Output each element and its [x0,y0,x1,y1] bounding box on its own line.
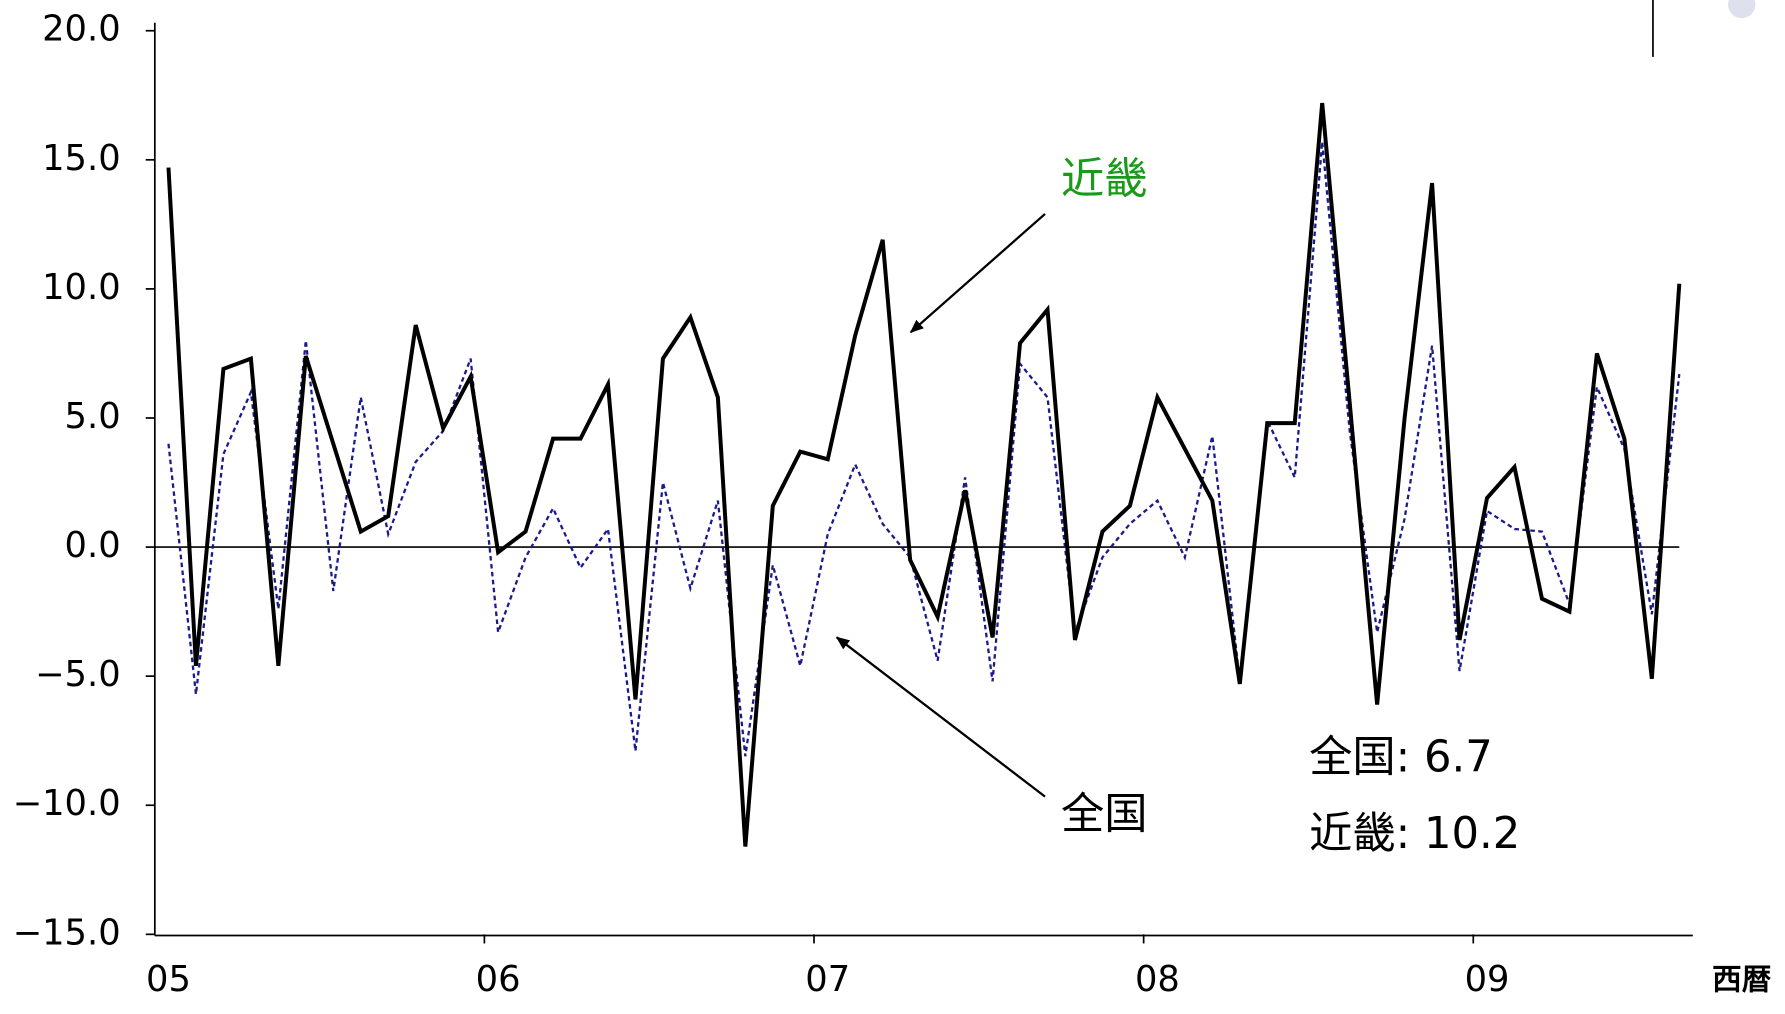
series-line [166,102,1682,847]
y-tick-label: 5.0 [65,396,121,437]
annotation: 全国: 6.7 [1309,733,1493,783]
y-tick-label: 0.0 [65,525,121,566]
x-axis-label: 西暦 [1712,962,1772,996]
y-tick-label: −5.0 [35,654,121,695]
arrow [909,213,1046,334]
series-line [167,141,1681,757]
series-label: 近畿 [1061,155,1148,205]
annotation: 近畿: 10.2 [1309,809,1520,859]
y-tick-label: −15.0 [13,912,121,953]
decor-dot [1728,0,1756,19]
y-tick-label: −10.0 [13,783,121,824]
x-tick-label: 09 [1465,959,1510,1000]
x-tick-label: 06 [476,959,521,1000]
x-tick-label: 08 [1135,959,1180,1000]
series-label: 全国 [1061,790,1148,840]
x-tick-label: 07 [805,959,850,1000]
y-tick-label: 15.0 [42,138,121,179]
x-tick-label: 05 [146,959,191,1000]
y-tick-label: 10.0 [42,267,121,308]
y-tick-label: 20.0 [42,9,121,50]
arrow [835,636,1046,798]
